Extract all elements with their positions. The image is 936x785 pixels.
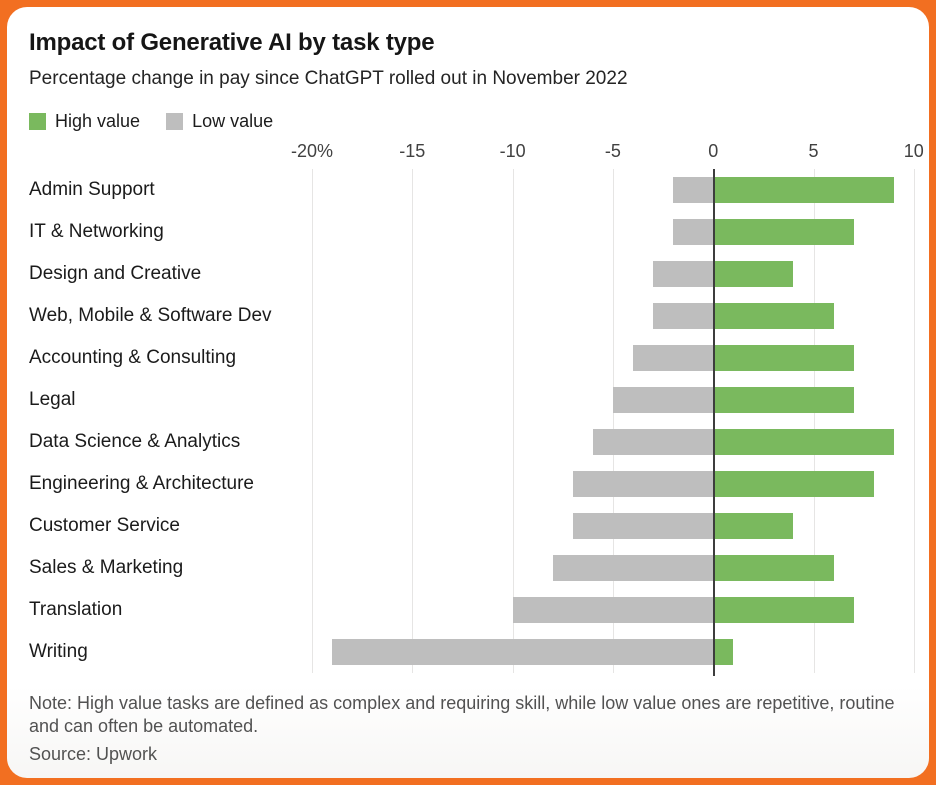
plot-area bbox=[305, 169, 915, 676]
bar-row bbox=[305, 295, 915, 337]
axis-tick-label: 0 bbox=[708, 141, 719, 161]
category-label: IT & Networking bbox=[29, 221, 164, 242]
axis-tick-label: -20% bbox=[291, 141, 334, 161]
bar-chart: -20% -15 -10 -5 0 5 10 Admin Support IT & Netwo… bbox=[21, 141, 924, 676]
bar-high-value bbox=[713, 597, 854, 623]
bar-high-value bbox=[713, 261, 794, 287]
bar-low-value bbox=[512, 597, 714, 623]
axis-tick-label: -15 bbox=[399, 141, 426, 161]
high-value-swatch-icon bbox=[29, 113, 46, 130]
bar-low-value bbox=[673, 177, 714, 203]
gridline bbox=[412, 169, 414, 673]
category-label: Data Science & Analytics bbox=[29, 431, 241, 452]
bar-low-value bbox=[572, 513, 714, 539]
axis-tick-label: 10 bbox=[903, 141, 924, 161]
category-label: Engineering & Architecture bbox=[29, 473, 254, 494]
source-line: Source: Upwork bbox=[29, 744, 158, 764]
legend-item-low-value: Low value bbox=[166, 111, 273, 132]
bar-high-value bbox=[713, 387, 854, 413]
bar-high-value bbox=[713, 429, 894, 455]
chart-card: Impact of Generative AI by task type Per… bbox=[7, 7, 929, 778]
category-label: Design and Creative bbox=[29, 263, 202, 284]
legend-label-low-value: Low value bbox=[192, 111, 274, 131]
bar-high-value bbox=[713, 513, 794, 539]
category-label: Translation bbox=[29, 599, 123, 620]
bar-row bbox=[305, 547, 915, 589]
bar-row bbox=[305, 463, 915, 505]
axis-tick-label: -5 bbox=[604, 141, 621, 161]
bar-row bbox=[305, 253, 915, 295]
category-axis: Admin Support IT & Networking Design and C… bbox=[21, 169, 305, 673]
gridline bbox=[312, 169, 314, 673]
bar-row bbox=[305, 589, 915, 631]
bar-high-value bbox=[713, 303, 834, 329]
bar-high-value bbox=[713, 639, 734, 665]
bar-low-value bbox=[673, 219, 714, 245]
footnote: Note: High value tasks are defined as co… bbox=[29, 693, 895, 736]
bar-row bbox=[305, 505, 915, 547]
bar-row bbox=[305, 379, 915, 421]
chart-corner-spacer bbox=[21, 143, 305, 169]
gridline bbox=[512, 169, 514, 673]
gridline bbox=[913, 169, 915, 673]
category-label: Web, Mobile & Software Dev bbox=[29, 305, 272, 326]
axis-tick-label: 5 bbox=[808, 141, 819, 161]
bar-row bbox=[305, 337, 915, 379]
low-value-swatch-icon bbox=[166, 113, 184, 130]
category-label: Writing bbox=[29, 641, 88, 662]
bar-high-value bbox=[713, 177, 894, 203]
bar-low-value bbox=[632, 345, 714, 371]
bar-high-value bbox=[713, 345, 854, 371]
category-label: Accounting & Consulting bbox=[29, 347, 237, 368]
x-axis: -20% -15 -10 -5 0 5 10 bbox=[291, 141, 924, 169]
category-label: Legal bbox=[29, 389, 76, 410]
bar-high-value bbox=[713, 219, 854, 245]
bar-low-value bbox=[653, 303, 714, 329]
bar-low-value bbox=[612, 387, 714, 413]
bar-high-value bbox=[713, 471, 874, 497]
category-label: Sales & Marketing bbox=[29, 557, 184, 578]
gridline bbox=[813, 169, 815, 673]
zero-baseline bbox=[713, 169, 716, 676]
axis-tick-label: -10 bbox=[499, 141, 526, 161]
bar-high-value bbox=[713, 555, 834, 581]
category-label: Admin Support bbox=[29, 179, 155, 200]
bar-row bbox=[305, 211, 915, 253]
bar-low-value bbox=[552, 555, 714, 581]
category-label: Customer Service bbox=[29, 515, 180, 536]
legend-item-high-value: High value bbox=[29, 111, 140, 132]
page-title: Impact of Generative AI by task type bbox=[29, 29, 435, 56]
legend-label-high-value: High value bbox=[55, 111, 141, 131]
bar-low-value bbox=[332, 639, 714, 665]
bar-row bbox=[305, 169, 915, 211]
chart-subtitle: Percentage change in pay since ChatGPT r… bbox=[29, 68, 628, 89]
bar-low-value bbox=[592, 429, 714, 455]
bar-low-value bbox=[572, 471, 714, 497]
gridline bbox=[612, 169, 614, 673]
legend: High value Low value bbox=[29, 111, 915, 132]
bar-row bbox=[305, 631, 915, 673]
bar-row bbox=[305, 421, 915, 463]
bar-low-value bbox=[653, 261, 714, 287]
